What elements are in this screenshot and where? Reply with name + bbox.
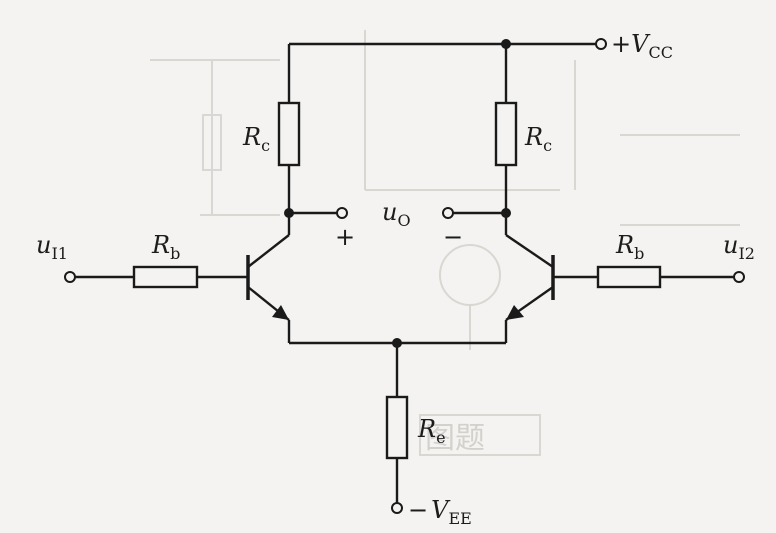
terminal-ui1 [64, 271, 76, 283]
resistor-rc-right [494, 101, 518, 167]
label-vcc: +VCC [611, 30, 673, 62]
label-rc-right: Rc [524, 123, 552, 155]
transistor-left [246, 234, 290, 321]
transistor-right [505, 234, 555, 321]
polarity-plus: + [335, 223, 355, 251]
resistor-rb-left [132, 265, 199, 289]
label-rb-left: Rb [151, 231, 180, 263]
label-vee: − VEE [408, 496, 472, 528]
bleed-through-artifacts: 图题 [150, 30, 740, 456]
junction-dot-vcc [501, 39, 511, 49]
terminal-ui2 [733, 271, 745, 283]
junction-dot-tail [392, 338, 402, 348]
terminal-vee [391, 502, 403, 514]
label-ui1: uI1 [36, 231, 68, 263]
resistor-rc-left [277, 101, 301, 167]
label-rb-right: Rb [615, 231, 644, 263]
emitter-arrow-left-icon [272, 305, 289, 320]
svg-text:图题: 图题 [425, 421, 485, 456]
junction-dot-right-collector [501, 208, 511, 218]
label-ui2: uI2 [723, 231, 755, 263]
terminal-vcc [595, 38, 607, 50]
resistor-re [385, 395, 409, 460]
polarity-minus: − [443, 223, 463, 251]
label-re: Re [417, 415, 446, 447]
label-uo: uO [382, 198, 411, 230]
terminals [64, 38, 745, 514]
resistor-rb-right [596, 265, 662, 289]
emitter-arrow-right-icon [506, 305, 524, 320]
terminal-uo-minus [442, 207, 454, 219]
terminal-uo-plus [336, 207, 348, 219]
label-rc-left: Rc [242, 123, 270, 155]
junction-dots [284, 39, 511, 348]
junction-dot-left-collector [284, 208, 294, 218]
